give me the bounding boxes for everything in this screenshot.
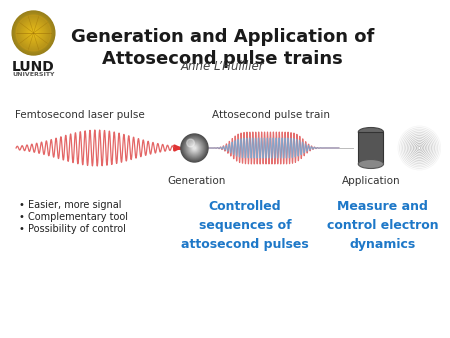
Circle shape bbox=[32, 32, 35, 34]
Circle shape bbox=[193, 146, 196, 150]
Ellipse shape bbox=[358, 160, 383, 169]
Text: Application: Application bbox=[342, 176, 400, 186]
Circle shape bbox=[21, 20, 46, 46]
Ellipse shape bbox=[358, 127, 383, 137]
Circle shape bbox=[182, 135, 207, 161]
Text: • Easier, more signal: • Easier, more signal bbox=[19, 200, 122, 210]
Text: Generation and Application of
Attosecond pulse trains: Generation and Application of Attosecond… bbox=[71, 28, 374, 68]
Circle shape bbox=[24, 23, 43, 43]
Circle shape bbox=[32, 31, 36, 35]
Circle shape bbox=[26, 25, 41, 41]
Text: Attosecond pulse train: Attosecond pulse train bbox=[212, 110, 330, 120]
Bar bbox=[358, 132, 383, 164]
Circle shape bbox=[194, 147, 195, 149]
Circle shape bbox=[14, 13, 53, 53]
Circle shape bbox=[16, 15, 51, 51]
Circle shape bbox=[183, 136, 206, 160]
Circle shape bbox=[20, 19, 47, 47]
Text: LUND: LUND bbox=[12, 60, 55, 74]
Circle shape bbox=[29, 28, 38, 38]
Text: Measure and
control electron
dynamics: Measure and control electron dynamics bbox=[327, 200, 438, 251]
Text: Controlled
sequences of
attosecond pulses: Controlled sequences of attosecond pulse… bbox=[181, 200, 309, 251]
Circle shape bbox=[25, 24, 42, 42]
Circle shape bbox=[17, 16, 50, 50]
Circle shape bbox=[186, 139, 203, 157]
Circle shape bbox=[30, 29, 37, 37]
Circle shape bbox=[187, 139, 194, 147]
Circle shape bbox=[18, 17, 49, 49]
Text: Femtosecond laser pulse: Femtosecond laser pulse bbox=[15, 110, 145, 120]
Circle shape bbox=[15, 14, 52, 52]
Circle shape bbox=[189, 143, 199, 153]
Text: Anne L’Huillier: Anne L’Huillier bbox=[181, 60, 264, 73]
Circle shape bbox=[22, 21, 45, 45]
Text: UNIVERSITY: UNIVERSITY bbox=[12, 72, 55, 77]
Text: • Complementary tool: • Complementary tool bbox=[19, 212, 128, 222]
Circle shape bbox=[185, 138, 204, 158]
Circle shape bbox=[181, 134, 208, 162]
Circle shape bbox=[398, 126, 441, 170]
Circle shape bbox=[31, 30, 36, 36]
Circle shape bbox=[184, 137, 205, 159]
Circle shape bbox=[187, 140, 202, 156]
Circle shape bbox=[189, 142, 200, 154]
Circle shape bbox=[16, 15, 51, 51]
Circle shape bbox=[192, 145, 198, 151]
Circle shape bbox=[28, 27, 39, 39]
Text: • Possibility of control: • Possibility of control bbox=[19, 224, 126, 234]
Circle shape bbox=[13, 12, 54, 54]
Circle shape bbox=[23, 22, 44, 44]
Circle shape bbox=[27, 26, 40, 40]
Circle shape bbox=[190, 144, 198, 152]
Circle shape bbox=[19, 18, 48, 48]
Circle shape bbox=[188, 141, 201, 155]
Circle shape bbox=[12, 11, 55, 55]
Text: Generation: Generation bbox=[167, 176, 225, 186]
